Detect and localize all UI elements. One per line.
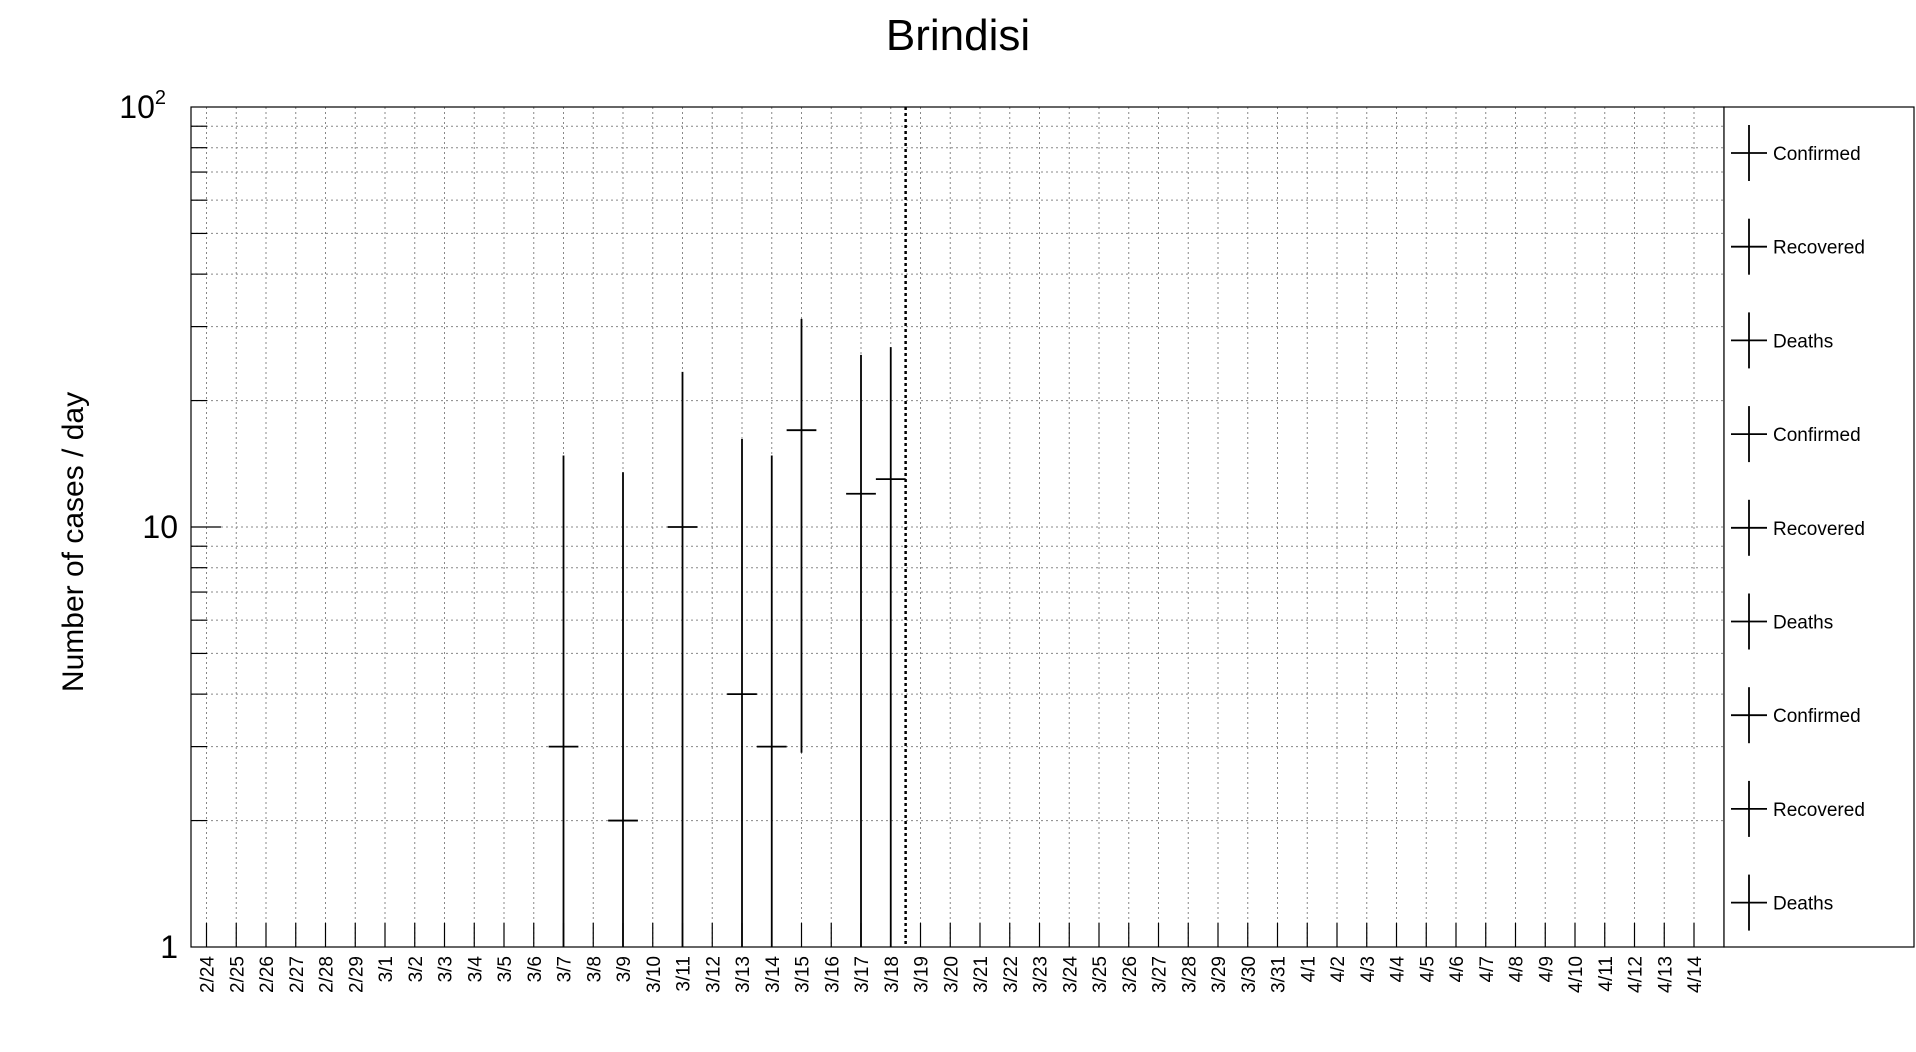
x-tick-label: 4/14 (1685, 956, 1706, 993)
x-tick-label: 3/13 (733, 956, 754, 993)
data-points (548, 318, 906, 947)
x-tick-label: 3/8 (584, 956, 605, 982)
x-tick-label: 3/6 (525, 956, 546, 982)
data-point (756, 455, 787, 947)
x-tick-label: 3/17 (852, 956, 873, 993)
x-tick-label: 2/28 (317, 956, 338, 993)
x-tick-label: 3/3 (436, 956, 457, 982)
legend-label: Deaths (1773, 331, 1833, 352)
x-tick-label: 3/10 (644, 956, 665, 993)
x-tick-label: 3/29 (1209, 956, 1230, 993)
x-tick-label: 4/9 (1536, 956, 1557, 982)
x-tick-label: 3/1 (376, 956, 397, 982)
x-tick-label: 4/8 (1507, 956, 1528, 982)
x-tick-label: 4/10 (1566, 956, 1587, 993)
x-tick-label: 2/26 (257, 956, 278, 993)
x-tick-label: 4/1 (1298, 956, 1319, 982)
x-tick-label: 3/19 (912, 956, 933, 993)
x-tick-label: 2/25 (227, 956, 248, 993)
x-tick-label: 3/26 (1120, 956, 1141, 993)
x-tick-label: 3/28 (1179, 956, 1200, 993)
data-point (548, 455, 579, 947)
x-tick-label: 3/11 (674, 956, 695, 992)
y-tick-label: 1 (160, 929, 178, 965)
x-tick-label: 3/20 (941, 956, 962, 993)
x-tick-label: 4/5 (1417, 956, 1438, 982)
x-tick-label: 3/24 (1060, 956, 1081, 993)
x-tick-label: 3/15 (793, 956, 814, 993)
x-tick-label: 3/21 (971, 956, 992, 993)
x-tick-label: 3/22 (1001, 956, 1022, 993)
legend-label: Recovered (1773, 519, 1865, 540)
legend-entry: Recovered (1731, 218, 1865, 275)
x-tick-label: 2/29 (346, 956, 367, 993)
x-tick-label: 4/11 (1596, 956, 1617, 992)
x-tick-label: 4/13 (1655, 956, 1676, 993)
x-tick-label: 4/7 (1477, 956, 1498, 982)
y-tick-label: 102 (119, 87, 166, 125)
legend-entry: Recovered (1731, 499, 1865, 556)
chart-title: Brindisi (886, 11, 1030, 60)
data-point (727, 439, 757, 947)
x-tick-label: 2/24 (198, 956, 219, 993)
legend-label: Confirmed (1773, 425, 1861, 446)
y-tick-labels: 1 10 102 (119, 87, 178, 965)
data-point (875, 347, 906, 947)
x-tick-labels: 2/24 2/25 2/26 2/27 2/28 2/29 3/1 3/2 3/3 3/4 3/5 3… (198, 956, 1707, 993)
x-tick-label: 3/9 (614, 956, 635, 982)
x-tick-label: 4/2 (1328, 956, 1349, 982)
x-tick-label: 3/27 (1150, 956, 1171, 993)
x-tick-label: 4/6 (1447, 956, 1468, 982)
legend-entry: Deaths (1731, 874, 1833, 931)
legend-label: Confirmed (1773, 706, 1861, 727)
legend-entry: Deaths (1731, 312, 1833, 369)
legend-label: Recovered (1773, 800, 1865, 821)
legend-label: Deaths (1773, 894, 1833, 915)
x-tick-label: 3/16 (822, 956, 843, 993)
data-point (667, 371, 698, 947)
x-tick-label: 2/27 (287, 956, 308, 993)
y-axis-label: Number of cases / day (57, 392, 90, 692)
legend-entry: Confirmed (1731, 406, 1861, 463)
x-tick-label: 3/31 (1269, 956, 1290, 993)
x-tick-label: 3/14 (763, 956, 784, 993)
x-tick-label: 3/30 (1239, 956, 1260, 993)
x-tick-label: 4/4 (1388, 956, 1409, 983)
legend-entry: Recovered (1731, 780, 1865, 837)
x-tick-label: 3/18 (882, 956, 903, 993)
x-tick-label: 4/3 (1358, 956, 1379, 982)
x-tick-label: 3/5 (495, 956, 516, 982)
legend-label: Confirmed (1773, 144, 1861, 165)
x-tick-label: 3/12 (703, 956, 724, 993)
x-tick-label: 3/23 (1031, 956, 1052, 993)
legend-entry: Confirmed (1731, 687, 1861, 744)
x-tick-label: 3/25 (1090, 956, 1111, 993)
legend-entry: Confirmed (1731, 125, 1861, 181)
legend: Confirmed Recovered Deaths Confirmed Recover… (1731, 125, 1865, 931)
y-tick-label: 10 (142, 509, 178, 545)
data-point (608, 472, 638, 947)
data-point (846, 354, 876, 947)
x-tick-label: 3/7 (555, 956, 576, 982)
x-tick-label: 4/12 (1626, 956, 1647, 993)
x-tick-label: 3/4 (465, 956, 486, 983)
legend-label: Recovered (1773, 238, 1865, 259)
x-tick-label: 3/2 (406, 956, 427, 982)
legend-label: Deaths (1773, 613, 1833, 634)
data-point (786, 318, 817, 753)
legend-entry: Deaths (1731, 593, 1833, 650)
